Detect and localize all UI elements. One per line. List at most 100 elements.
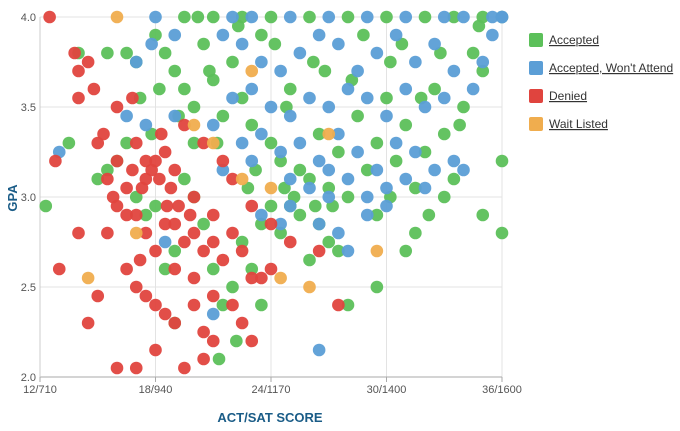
- data-point: [187, 136, 201, 150]
- legend-label: Wait Listed: [549, 117, 608, 131]
- data-point: [52, 262, 66, 276]
- data-point: [129, 190, 143, 204]
- legend-item-accepted-won-t-attend[interactable]: Accepted, Won't Attend: [529, 61, 673, 75]
- y-axis-title: GPA: [5, 184, 20, 212]
- data-point: [283, 10, 297, 24]
- data-point: [178, 361, 191, 375]
- data-point: [332, 298, 345, 312]
- data-point: [168, 163, 182, 177]
- data-point: [495, 10, 509, 24]
- legend-item-accepted[interactable]: Accepted: [529, 33, 599, 47]
- data-point: [303, 253, 316, 267]
- data-point: [110, 154, 124, 168]
- data-point: [418, 181, 432, 195]
- data-point: [351, 64, 364, 78]
- data-point: [341, 10, 355, 24]
- data-point: [216, 298, 230, 312]
- data-point: [332, 226, 345, 240]
- legend-item-denied[interactable]: Denied: [529, 89, 587, 103]
- y-tick-label: 3.0: [21, 192, 36, 204]
- data-point: [81, 271, 95, 285]
- data-point: [168, 109, 182, 123]
- data-point: [226, 91, 239, 105]
- data-point: [206, 208, 220, 222]
- x-tick-label: 18/940: [139, 384, 173, 396]
- data-point: [418, 10, 432, 24]
- data-point: [187, 118, 201, 132]
- data-point: [409, 55, 422, 69]
- data-point: [434, 46, 447, 60]
- data-point: [110, 199, 124, 213]
- data-point: [226, 172, 239, 186]
- data-point: [172, 199, 185, 213]
- data-point: [206, 289, 220, 303]
- data-point: [389, 154, 403, 168]
- data-point: [341, 82, 355, 96]
- data-point: [395, 37, 409, 51]
- data-point: [139, 289, 153, 303]
- x-tick-label: 24/1170: [252, 384, 291, 396]
- data-point: [178, 118, 191, 132]
- data-point: [303, 181, 316, 195]
- data-point: [255, 271, 268, 285]
- data-point: [81, 55, 95, 69]
- legend-swatch: [529, 61, 543, 75]
- data-point: [447, 64, 461, 78]
- data-point: [360, 190, 374, 204]
- series-accepted: [39, 10, 509, 366]
- data-point: [457, 163, 470, 177]
- data-point: [428, 37, 441, 51]
- data-point: [283, 235, 297, 249]
- data-point: [216, 154, 230, 168]
- data-point: [226, 55, 239, 69]
- data-point: [341, 190, 355, 204]
- data-point: [447, 10, 461, 24]
- data-point: [197, 244, 210, 258]
- data-point: [72, 226, 85, 240]
- legend-label: Accepted: [549, 33, 599, 47]
- legend-swatch: [529, 33, 543, 47]
- axes: [39, 17, 503, 382]
- data-point: [245, 118, 259, 132]
- data-point: [447, 154, 461, 168]
- data-point: [380, 91, 393, 105]
- data-point: [357, 28, 370, 42]
- data-point: [216, 28, 230, 42]
- data-point: [399, 10, 413, 24]
- data-point: [168, 244, 182, 258]
- data-point: [312, 343, 326, 357]
- data-point: [312, 127, 326, 141]
- data-point: [178, 235, 191, 249]
- data-point: [399, 244, 413, 258]
- data-point: [206, 10, 220, 24]
- data-point: [360, 163, 374, 177]
- data-point: [110, 10, 124, 24]
- data-point: [332, 145, 345, 159]
- data-point: [197, 217, 210, 231]
- data-point: [212, 352, 226, 366]
- data-point: [255, 217, 268, 231]
- data-point: [91, 172, 105, 186]
- data-point: [110, 361, 124, 375]
- data-point: [206, 307, 220, 321]
- data-point: [370, 244, 384, 258]
- data-point: [486, 10, 499, 24]
- data-point: [129, 361, 143, 375]
- data-point: [235, 91, 249, 105]
- data-point: [158, 235, 172, 249]
- data-point: [341, 172, 355, 186]
- legend-item-wait-listed[interactable]: Wait Listed: [529, 117, 608, 131]
- data-point: [197, 37, 210, 51]
- data-point: [120, 181, 133, 195]
- data-point: [206, 334, 220, 348]
- data-point: [453, 118, 466, 132]
- data-point: [322, 235, 336, 249]
- data-point: [278, 181, 291, 195]
- data-point: [389, 136, 403, 150]
- data-point: [72, 91, 85, 105]
- data-point: [312, 244, 326, 258]
- data-point: [380, 10, 393, 24]
- data-point: [101, 46, 114, 60]
- data-point: [312, 154, 326, 168]
